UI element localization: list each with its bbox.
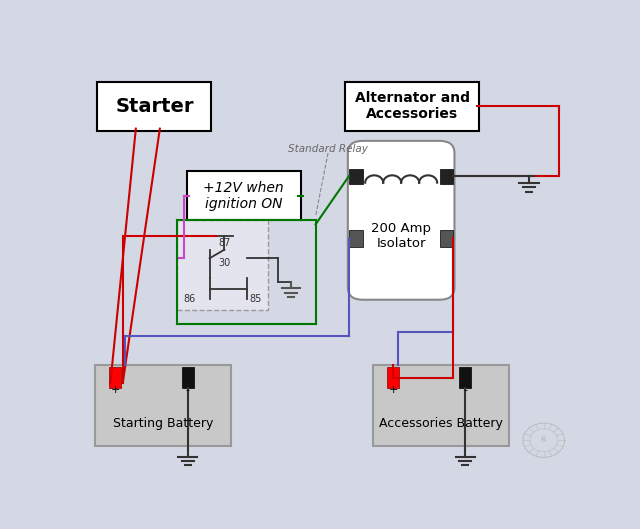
Text: +: + xyxy=(388,386,398,395)
FancyBboxPatch shape xyxy=(97,82,211,131)
Bar xyxy=(349,230,363,247)
Text: 200 Amp
Isolator: 200 Amp Isolator xyxy=(371,222,431,250)
Text: 85: 85 xyxy=(250,294,262,304)
Bar xyxy=(440,169,454,184)
FancyBboxPatch shape xyxy=(187,171,301,220)
FancyBboxPatch shape xyxy=(177,220,269,310)
Bar xyxy=(95,365,231,446)
Bar xyxy=(182,367,193,388)
Text: 87: 87 xyxy=(218,238,230,248)
Bar xyxy=(460,367,471,388)
Bar xyxy=(349,169,363,184)
Text: Accessories Battery: Accessories Battery xyxy=(379,417,503,430)
Text: -: - xyxy=(186,386,189,395)
Text: 86: 86 xyxy=(184,294,196,304)
Text: Standard Relay: Standard Relay xyxy=(288,144,368,154)
Bar xyxy=(387,367,399,388)
Text: +12V when
ignition ON: +12V when ignition ON xyxy=(204,181,284,211)
Text: Alternator and
Accessories: Alternator and Accessories xyxy=(355,91,470,121)
Bar xyxy=(109,367,122,388)
Bar xyxy=(372,365,509,446)
Text: -: - xyxy=(463,386,467,395)
FancyBboxPatch shape xyxy=(348,141,454,300)
FancyBboxPatch shape xyxy=(346,82,479,131)
Text: ®: ® xyxy=(540,437,547,443)
Text: 30: 30 xyxy=(218,258,230,268)
Bar xyxy=(440,230,454,247)
Text: Starter: Starter xyxy=(115,97,194,116)
Text: Starting Battery: Starting Battery xyxy=(113,417,213,430)
Text: +: + xyxy=(111,386,120,395)
